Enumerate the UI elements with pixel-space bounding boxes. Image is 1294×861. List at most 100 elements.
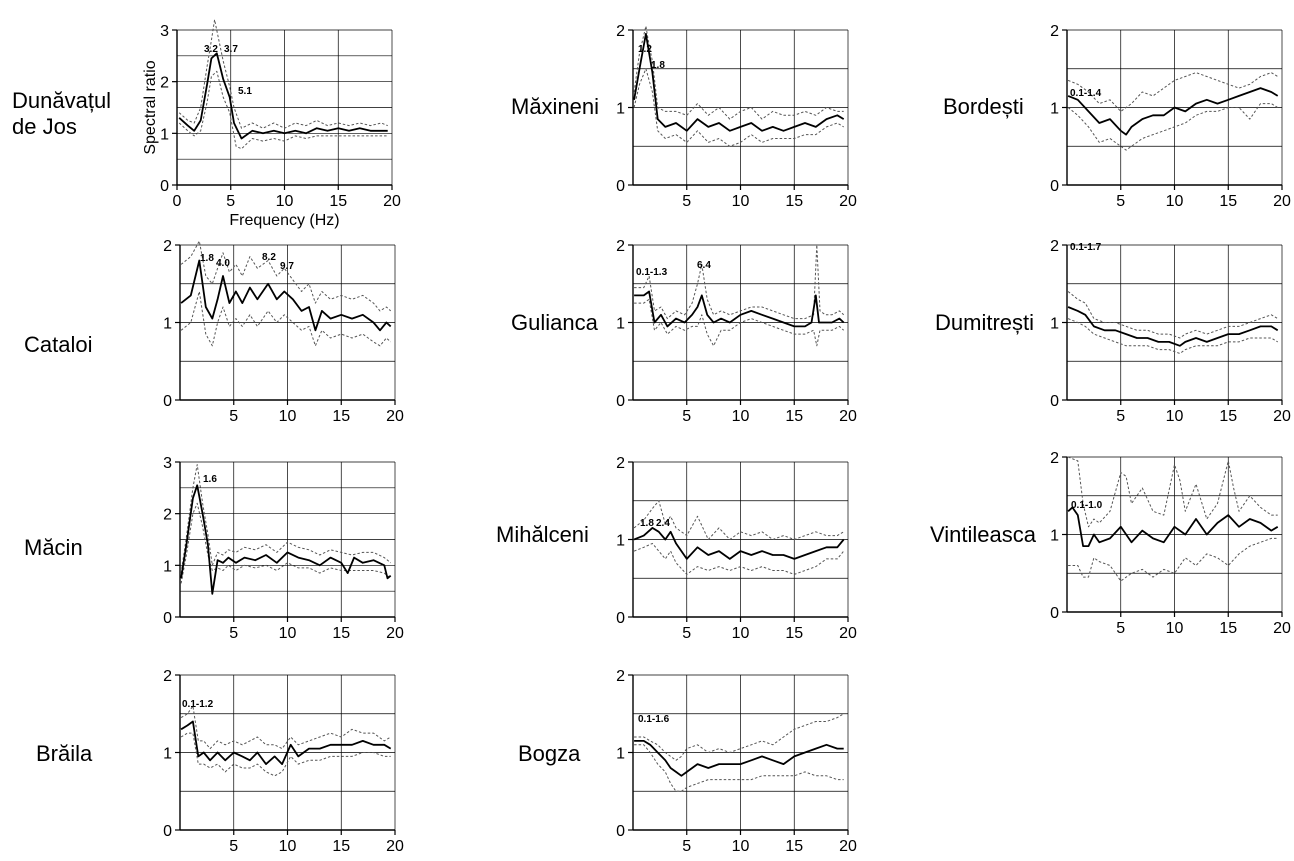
peak-label: 0.1-1.3 — [636, 267, 668, 278]
peak-label: 5.1 — [238, 86, 252, 97]
series-upper-line — [633, 500, 844, 540]
y-tick-label: 0 — [163, 823, 172, 840]
y-tick-label: 1 — [163, 746, 172, 763]
series-mean-line — [633, 527, 845, 560]
x-tick-label: 5 — [229, 408, 238, 425]
series-lower-line — [180, 291, 392, 347]
series-upper-line — [634, 713, 844, 761]
panel-mihalceni: 0 1 2 5 10 15 20 1.8 2.4 Mihălceni — [496, 455, 857, 642]
series-upper-line — [180, 464, 392, 574]
station-label: Vintileasca — [930, 522, 1037, 547]
y-tick-label: 0 — [616, 178, 625, 195]
series-lower-line — [634, 298, 845, 347]
y-tick-label: 1 — [616, 316, 625, 333]
series-mean-line — [178, 52, 388, 140]
x-tick-label: 5 — [682, 408, 691, 425]
station-label-line: de Jos — [12, 114, 77, 139]
x-tick-label: 15 — [1219, 620, 1237, 637]
y-tick-label: 0 — [160, 178, 169, 195]
x-tick-label: 10 — [732, 193, 750, 210]
series-mean-line — [634, 290, 845, 328]
series-lower-line — [634, 744, 844, 792]
series-mean-line — [180, 259, 392, 332]
peak-label: 1.8 — [651, 60, 665, 71]
x-tick-label: 20 — [383, 193, 401, 210]
series-upper-line — [180, 240, 392, 312]
y-tick-label: 1 — [1050, 101, 1059, 118]
x-tick-label: 20 — [1273, 193, 1291, 210]
series-mean-line — [1067, 87, 1279, 136]
x-tick-label: 20 — [839, 625, 857, 642]
x-tick-label: 20 — [839, 408, 857, 425]
station-label: Măcin — [24, 535, 83, 560]
series-upper-line — [633, 25, 844, 120]
series-mean-line — [1067, 306, 1279, 347]
y-tick-label: 2 — [616, 238, 625, 255]
panel-vintileasca: 0 1 2 5 10 15 20 0.1-1.0 Vintileasca — [930, 450, 1291, 637]
x-tick-label: 20 — [386, 625, 404, 642]
x-tick-label: 10 — [732, 625, 750, 642]
series-lower-line — [180, 502, 392, 584]
x-tick-label: 5 — [682, 838, 691, 855]
y-tick-label: 2 — [1050, 450, 1059, 467]
panel-dumitresti: 0 1 2 5 10 15 20 0.1-1.7 Dumitrești — [935, 238, 1291, 425]
peak-label: 1.8 — [200, 253, 214, 264]
y-tick-label: 1 — [160, 126, 169, 143]
series-upper-line — [1067, 456, 1278, 528]
x-tick-label: 10 — [279, 408, 297, 425]
y-tick-label: 2 — [1050, 238, 1059, 255]
series-lower-line — [633, 68, 844, 147]
x-tick-label: 20 — [1273, 620, 1291, 637]
x-tick-label: 5 — [1116, 193, 1125, 210]
y-tick-label: 2 — [163, 507, 172, 524]
station-label: Dumitrești — [935, 310, 1034, 335]
peak-label: 2.4 — [656, 518, 670, 529]
x-tick-label: 15 — [785, 625, 803, 642]
y-tick-label: 0 — [1050, 393, 1059, 410]
y-tick-label: 3 — [163, 455, 172, 472]
peak-label: 0.1-1.2 — [182, 699, 214, 710]
x-tick-label: 5 — [229, 838, 238, 855]
station-label: Bogza — [518, 741, 581, 766]
y-tick-label: 1 — [616, 533, 625, 550]
x-tick-label: 10 — [1166, 193, 1184, 210]
panel-bordesti: 0 1 2 5 10 15 20 0.1-1.4 Bordești — [943, 23, 1291, 210]
station-label-line: Dunăvațul — [12, 88, 111, 113]
station-label: Dunăvațul de Jos — [12, 88, 111, 139]
y-tick-label: 1 — [163, 558, 172, 575]
panel-maxineni: 0 1 2 5 10 15 20 1.2 1.8 Măxineni — [511, 23, 857, 210]
x-tick-label: 15 — [332, 408, 350, 425]
series-lower-line — [633, 542, 845, 575]
series-upper-line — [180, 705, 391, 750]
peak-label: 0.1-1.7 — [1070, 242, 1102, 253]
series-upper-line — [178, 19, 388, 129]
station-label: Bordești — [943, 94, 1024, 119]
x-tick-label: 10 — [279, 625, 297, 642]
station-label: Mihălceni — [496, 522, 589, 547]
y-tick-label: 1 — [616, 101, 625, 118]
series-lower-line — [1068, 537, 1278, 582]
series-lower-line — [180, 732, 391, 777]
x-tick-label: 0 — [173, 193, 182, 210]
x-tick-label: 15 — [1219, 193, 1237, 210]
x-tick-label: 5 — [229, 625, 238, 642]
peak-label: 6.4 — [697, 260, 711, 271]
panel-cataloi: 0 1 2 5 10 15 20 1.8 4.0 8.2 9.7 Cataloi — [24, 238, 404, 425]
panel-macin: 0 1 2 3 5 10 15 20 1.6 Măcin — [24, 455, 404, 642]
x-tick-label: 15 — [785, 838, 803, 855]
y-tick-label: 2 — [163, 668, 172, 685]
peak-label: 1.8 — [640, 518, 654, 529]
x-tick-label: 10 — [279, 838, 297, 855]
peak-label: 1.2 — [638, 44, 652, 55]
peak-label: 9.7 — [280, 261, 294, 272]
peak-label: 8.2 — [262, 252, 276, 263]
station-label: Gulianca — [511, 310, 599, 335]
peak-label: 3.7 — [224, 44, 238, 55]
peak-label: 4.0 — [216, 258, 230, 269]
x-tick-label: 10 — [1166, 408, 1184, 425]
panel-gulianca: 0 1 2 5 10 15 20 0.1-1.3 6.4 Gulianca — [511, 238, 857, 425]
y-tick-label: 2 — [616, 668, 625, 685]
series-upper-line — [1067, 291, 1278, 339]
station-label: Cataloi — [24, 332, 92, 357]
